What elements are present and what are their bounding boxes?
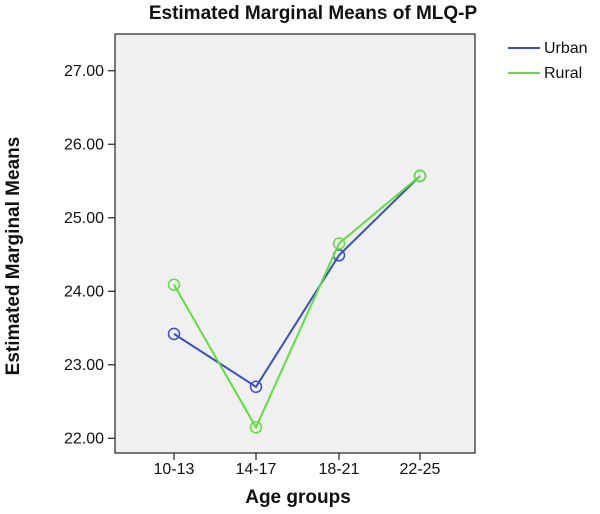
y-tick-label: 22.00: [64, 430, 104, 447]
series-layer: [167, 169, 427, 434]
x-axis-title: Age groups: [245, 487, 351, 508]
series-line-urban: [173, 175, 421, 389]
data-point-urban: [167, 327, 181, 341]
data-point-rural: [413, 169, 427, 183]
y-tick-label: 25.00: [64, 210, 104, 227]
x-tick-label: 10-13: [154, 461, 195, 478]
legend-label-urban: Urban: [544, 40, 588, 57]
y-tick-label: 27.00: [64, 63, 104, 80]
x-tick-label: 14-17: [236, 461, 277, 478]
data-point-rural: [249, 421, 263, 434]
y-tick-label: 26.00: [64, 136, 104, 153]
x-tick-label: 18-21: [319, 461, 360, 478]
x-tick-label: 22-25: [400, 461, 441, 478]
x-axis: 10-13 14-17 18-21 22-25: [154, 453, 441, 478]
legend-label-rural: Rural: [544, 65, 582, 82]
y-tick-label: 23.00: [64, 357, 104, 374]
data-point-urban: [249, 380, 263, 394]
y-axis: 22.00 23.00 24.00 25.00 26.00 27.00: [64, 63, 115, 447]
legend: Urban Rural: [508, 40, 588, 82]
y-axis-title: Estimated Marginal Means: [3, 137, 24, 376]
series-line-rural: [173, 175, 421, 430]
chart-title: Estimated Marginal Means of MLQ-P: [149, 3, 478, 24]
data-point-rural: [332, 237, 346, 250]
data-point-rural: [167, 278, 181, 291]
plot-area: [114, 33, 476, 454]
series-rural: [167, 169, 427, 434]
y-tick-label: 24.00: [64, 283, 104, 300]
